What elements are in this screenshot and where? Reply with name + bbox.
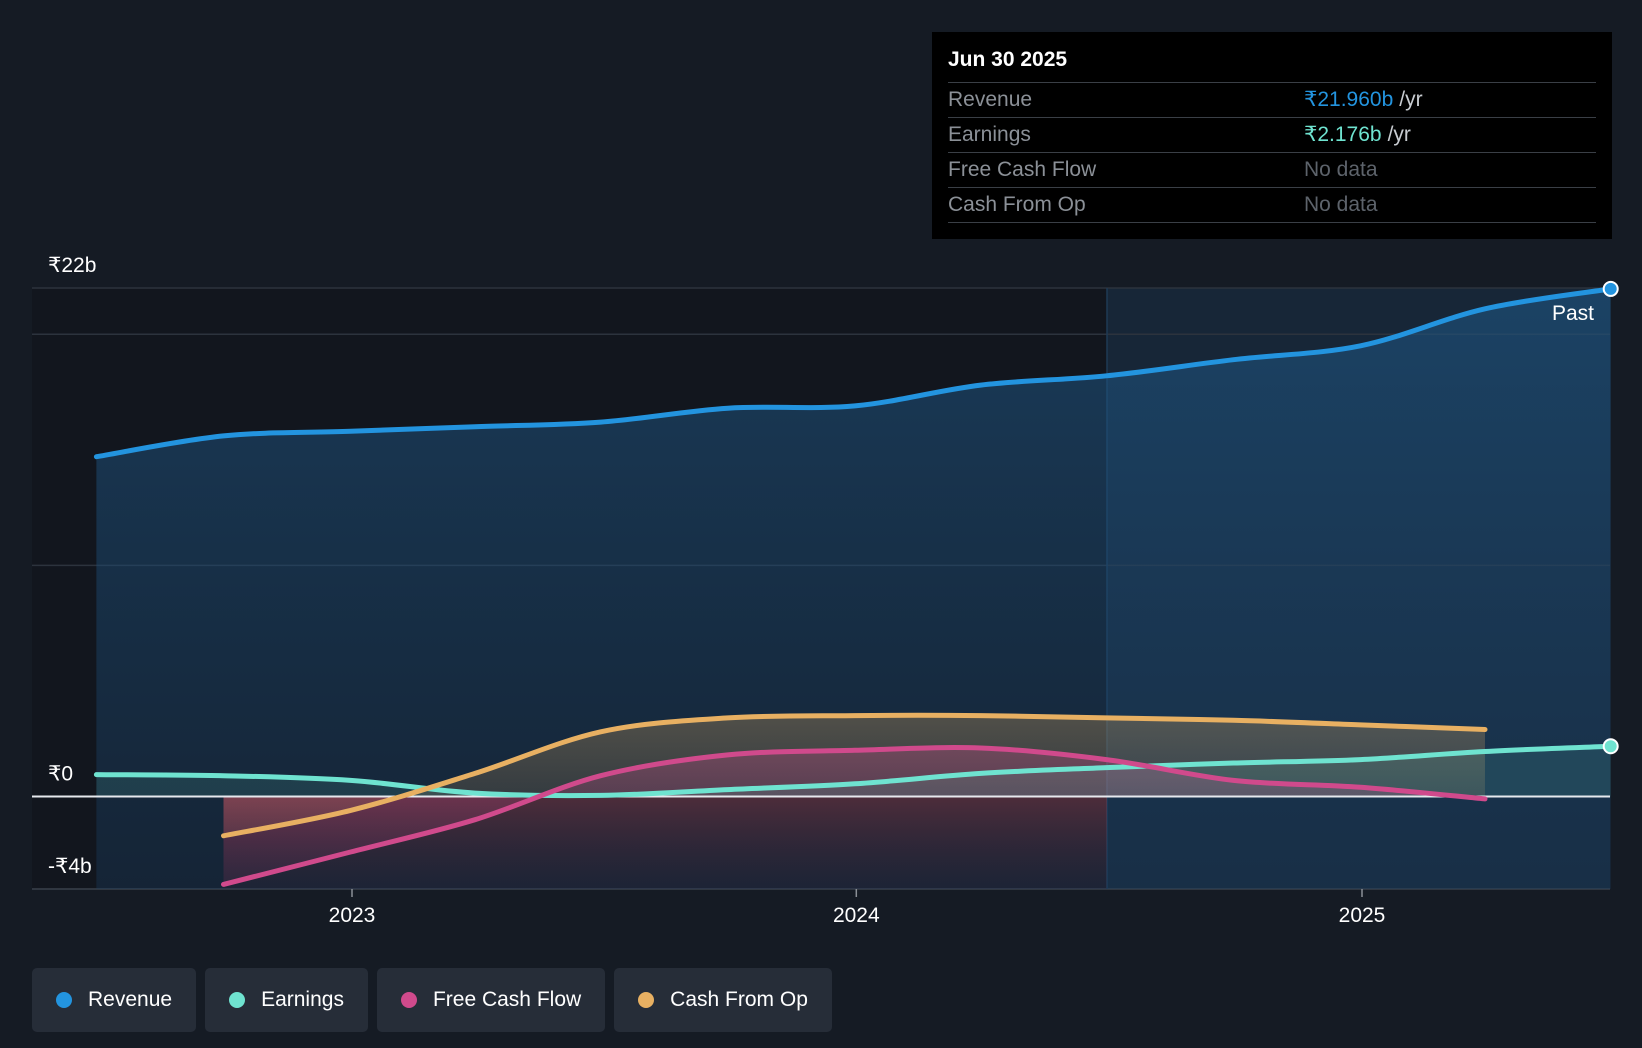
tooltip-row-label: Earnings xyxy=(948,123,1031,146)
legend-dot-icon xyxy=(400,992,417,1008)
y-axis-label: -₹4b xyxy=(48,855,92,878)
tooltip-row-revenue: Revenue ₹21.960b /yr xyxy=(948,83,1596,118)
tooltip-row-label: Revenue xyxy=(948,88,1033,111)
tooltip-row-label: Free Cash Flow xyxy=(948,158,1097,181)
legend-item-earnings[interactable]: Earnings xyxy=(205,968,368,1032)
earnings-area xyxy=(96,746,1611,797)
legend-dot-icon xyxy=(56,992,72,1008)
free-cash-flow-area xyxy=(223,747,1485,885)
tooltip-date: Jun 30 2025 xyxy=(948,46,1596,83)
tooltip-row-unit: /yr xyxy=(1399,88,1423,111)
legend: Revenue Earnings Free Cash Flow Cash Fro… xyxy=(32,968,832,1032)
earnings-end-marker xyxy=(1602,738,1619,755)
legend-item-free-cash-flow[interactable]: Free Cash Flow xyxy=(376,968,606,1032)
x-tick-label: 2024 xyxy=(833,904,880,927)
legend-label: Free Cash Flow xyxy=(432,988,582,1011)
legend-dot-icon xyxy=(638,992,655,1008)
legend-dot-icon xyxy=(229,992,246,1008)
x-tick-label: 2025 xyxy=(1339,904,1386,927)
tooltip-row-free-cash-flow: Free Cash Flow No data xyxy=(948,153,1596,188)
y-axis-label: ₹0 xyxy=(48,763,73,786)
axis-labels: ₹22b ₹0 -₹4b 2023 2024 2025 Past xyxy=(48,254,1594,927)
tooltip-row-unit: /yr xyxy=(1387,123,1411,146)
series-lines xyxy=(32,280,1619,887)
legend-item-revenue[interactable]: Revenue xyxy=(32,968,197,1032)
legend-label: Earnings xyxy=(261,988,344,1011)
tooltip: Jun 30 2025 Revenue ₹21.960b /yr Earning… xyxy=(932,32,1612,239)
y-axis-label: ₹22b xyxy=(48,254,96,277)
tooltip-row-value: ₹21.960b xyxy=(1304,88,1394,111)
earnings-line xyxy=(93,743,1614,799)
x-tick-label: 2023 xyxy=(329,904,376,927)
tooltip-row-cash-from-op: Cash From Op No data xyxy=(948,188,1596,223)
tooltip-row-value: No data xyxy=(1304,193,1378,216)
tooltip-row-value: No data xyxy=(1304,158,1378,181)
chart: ₹22b ₹0 -₹4b 2023 2024 2025 Past xyxy=(32,254,1619,927)
tooltip-row-label: Cash From Op xyxy=(948,193,1086,216)
revenue-end-marker xyxy=(1602,280,1619,297)
free-cash-flow-line xyxy=(221,745,1488,887)
past-label: Past xyxy=(1552,302,1594,325)
legend-label: Revenue xyxy=(88,988,173,1011)
series-areas xyxy=(96,288,1611,889)
tooltip-row-value: ₹2.176b xyxy=(1304,123,1382,146)
legend-label: Cash From Op xyxy=(670,988,808,1011)
tooltip-row-earnings: Earnings ₹2.176b /yr xyxy=(948,118,1596,153)
cash-from-op-line xyxy=(221,712,1488,839)
revenue-line xyxy=(93,286,1614,460)
legend-item-cash-from-op[interactable]: Cash From Op xyxy=(614,968,832,1032)
